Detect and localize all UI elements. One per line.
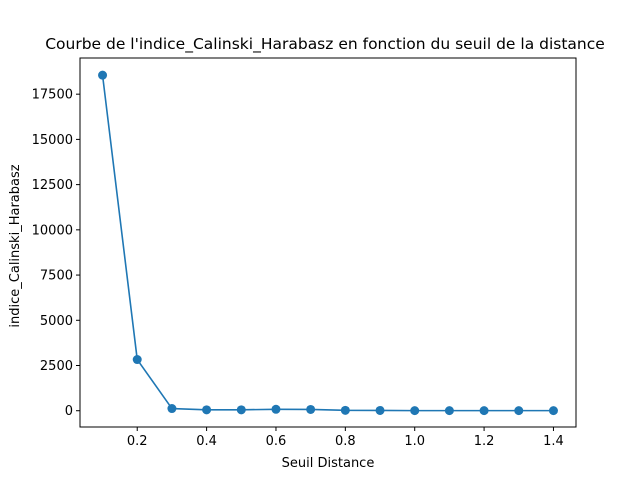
y-tick-label: 17500 (32, 88, 73, 103)
data-point (271, 404, 281, 414)
x-tick-label: 0.4 (196, 434, 217, 449)
x-tick-label: 0.2 (127, 434, 148, 449)
x-axis-title: Seuil Distance (282, 456, 375, 471)
plot-area (98, 70, 558, 416)
axes: 0.2 0.4 0.6 0.8 1.0 1.2 1.4 0 2500 5000 7500 10000 1… (32, 57, 577, 449)
data-point (306, 404, 316, 414)
y-tick-label: 0 (65, 404, 73, 419)
x-tick-label: 1.4 (543, 434, 564, 449)
series-line (101, 75, 554, 412)
y-tick-label: 12500 (32, 178, 73, 193)
data-point (202, 405, 212, 415)
y-tick-label: 7500 (40, 269, 73, 284)
data-point (410, 406, 420, 416)
y-tick-label: 2500 (40, 359, 73, 374)
data-point (132, 355, 142, 365)
x-tick-label: 0.6 (266, 434, 287, 449)
data-point (375, 405, 385, 415)
y-tick-label: 5000 (40, 314, 73, 329)
data-point (236, 405, 246, 415)
data-point (479, 406, 489, 416)
y-tick-label: 15000 (32, 133, 73, 148)
x-tick-label: 1.0 (404, 434, 425, 449)
chart-title: Courbe de l'indice_Calinski_Harabasz en … (45, 35, 605, 54)
axes-frame (79, 57, 577, 428)
data-point (548, 406, 558, 416)
data-point (444, 406, 454, 416)
data-point (167, 404, 177, 414)
x-tick-label: 1.2 (474, 434, 495, 449)
x-tick-label: 0.8 (335, 434, 356, 449)
data-point (340, 405, 350, 415)
data-point (514, 406, 524, 416)
y-axis-title: indice_Calinski_Harabasz (8, 164, 23, 327)
y-tick-label: 10000 (32, 223, 73, 238)
data-point (98, 70, 108, 80)
